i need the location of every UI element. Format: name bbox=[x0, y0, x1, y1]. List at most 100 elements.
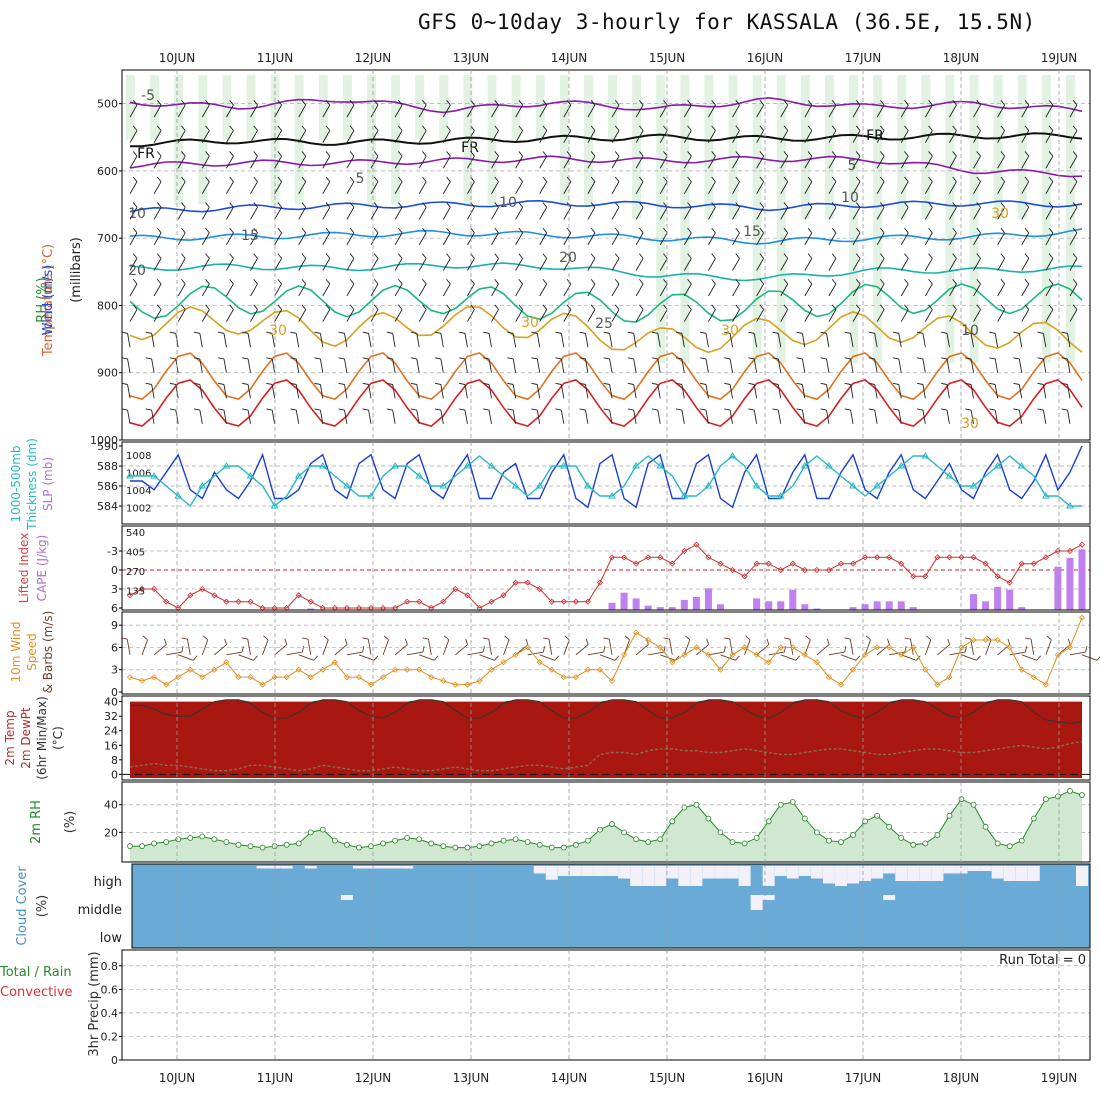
wind-barb bbox=[708, 232, 716, 246]
data-point bbox=[163, 839, 170, 845]
data-point bbox=[440, 843, 447, 850]
wind-barb bbox=[659, 283, 668, 297]
wind-barb bbox=[850, 358, 854, 373]
wind-barb bbox=[801, 384, 806, 399]
wind-barb bbox=[949, 130, 957, 143]
wind-barb-flag bbox=[675, 331, 682, 334]
wind-barb bbox=[153, 104, 162, 118]
wind-barb bbox=[370, 309, 379, 322]
wind-barb bbox=[756, 130, 765, 143]
wind-barb-flag bbox=[483, 408, 490, 411]
wind-barb bbox=[924, 283, 933, 297]
wind-barb-flag bbox=[434, 357, 441, 360]
wind-barb-flag bbox=[663, 253, 668, 259]
y-tick-label: 500 bbox=[97, 98, 118, 111]
wind-barb-flag bbox=[132, 278, 138, 285]
wind-barb-flag bbox=[844, 646, 847, 653]
panel-frame bbox=[121, 441, 1091, 525]
wind-barb-flag bbox=[542, 227, 548, 234]
wind-barb-flag bbox=[590, 304, 596, 310]
data-point bbox=[596, 579, 604, 586]
data-point bbox=[572, 841, 579, 848]
wind-barb bbox=[153, 283, 162, 297]
wind-barb bbox=[392, 384, 396, 399]
data-point bbox=[211, 592, 218, 599]
wind-barb bbox=[611, 232, 620, 246]
bottom-date-axis: 10JUN 11JUN 12JUN 13JUN 14JUN 15JUN 16JUN 17JUN… bbox=[159, 1071, 1078, 1085]
wind-barb bbox=[898, 333, 902, 348]
wind-barb-flag bbox=[916, 331, 923, 334]
wind-barb-flag bbox=[904, 151, 909, 157]
data-point bbox=[946, 812, 953, 819]
y-tick-label: 9 bbox=[111, 619, 118, 632]
panel-frame bbox=[121, 525, 1091, 611]
wind-barb bbox=[949, 206, 957, 220]
wind-barb bbox=[488, 358, 492, 373]
wind-barb-flag bbox=[482, 646, 485, 653]
wind-barb bbox=[756, 309, 765, 322]
wind-barb-flag bbox=[723, 637, 730, 640]
wind-barb bbox=[997, 283, 1006, 297]
cloud-high-bar bbox=[859, 866, 872, 881]
cloud-high-bar bbox=[545, 866, 558, 880]
wind-barb-flag bbox=[181, 202, 186, 208]
data-point bbox=[259, 681, 266, 688]
wind-barb-flag bbox=[373, 278, 379, 285]
rh-shade bbox=[704, 75, 714, 219]
wind-barb bbox=[250, 130, 258, 143]
data-point bbox=[669, 818, 676, 825]
wind-barb bbox=[515, 258, 524, 271]
wind-barb bbox=[708, 258, 716, 271]
wind-barb bbox=[346, 258, 355, 271]
wind-barb bbox=[780, 283, 789, 297]
wind-barb bbox=[1069, 130, 1078, 143]
wind-barb-flag bbox=[904, 176, 909, 182]
wind-barb bbox=[696, 644, 709, 656]
wind-barb bbox=[153, 181, 162, 195]
wind-barb-flag bbox=[590, 278, 596, 285]
wind-barb-flag bbox=[459, 331, 466, 334]
wind-barb bbox=[708, 155, 716, 169]
wind-barb bbox=[322, 283, 331, 297]
wind-barb bbox=[635, 181, 644, 195]
wind-barb bbox=[1009, 651, 1026, 656]
wind-barb-flag bbox=[1007, 638, 1011, 645]
wind-barb bbox=[1069, 155, 1078, 169]
data-point bbox=[789, 799, 796, 805]
wind-barb bbox=[344, 333, 348, 348]
wind-barb bbox=[491, 130, 499, 143]
wind-barb-flag bbox=[700, 408, 707, 411]
wind-barb-flag bbox=[844, 382, 851, 385]
date-label-bottom: 15JUN bbox=[649, 1071, 686, 1085]
wind-barb-flag bbox=[542, 125, 548, 131]
cape-bar bbox=[1078, 549, 1086, 610]
wind-barb bbox=[1021, 283, 1030, 297]
wind-barb bbox=[488, 409, 492, 424]
wind-barb-flag bbox=[724, 357, 731, 360]
wind-barb-flag bbox=[531, 382, 538, 385]
y-tick-label: 600 bbox=[97, 165, 118, 178]
data-point bbox=[199, 674, 206, 681]
wind-barb-flag bbox=[164, 638, 167, 645]
wind-barb-flag bbox=[964, 637, 971, 640]
wind-barb-flag bbox=[132, 151, 138, 157]
wind-barb bbox=[635, 644, 649, 656]
wind-barb-flag bbox=[555, 382, 562, 385]
wind-barb-flag bbox=[928, 304, 933, 310]
data-point bbox=[235, 598, 242, 605]
wind-barb bbox=[1069, 104, 1078, 118]
wind-barb-flag bbox=[1072, 176, 1078, 182]
wind-barb bbox=[358, 654, 375, 661]
data-point bbox=[873, 482, 882, 489]
wind-barb bbox=[816, 644, 830, 656]
data-point bbox=[247, 674, 254, 681]
wind-barb-flag bbox=[181, 646, 184, 653]
wind-barb bbox=[756, 232, 765, 246]
panel-side-label: Speed bbox=[25, 633, 39, 671]
wind-barb-flag bbox=[373, 227, 379, 234]
data-point bbox=[440, 677, 447, 684]
wind-barb-flag bbox=[928, 227, 933, 234]
wind-barb bbox=[488, 333, 492, 348]
y-tick-label: -3 bbox=[107, 545, 118, 558]
wind-barb bbox=[587, 309, 596, 322]
